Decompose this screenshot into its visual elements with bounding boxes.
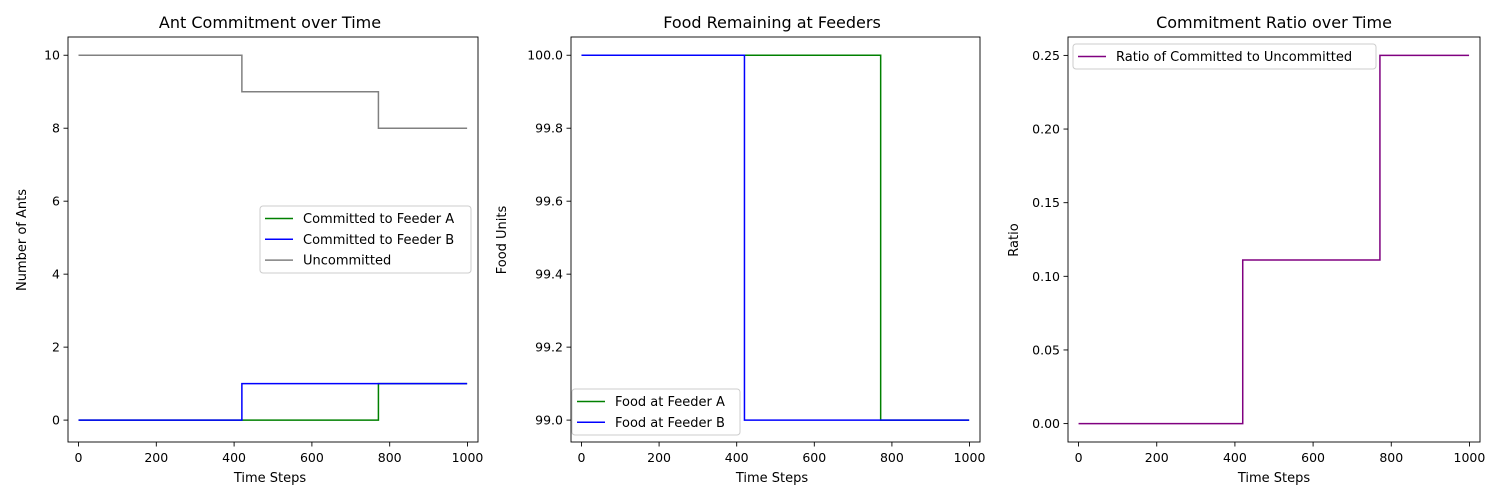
y-tick-label: 99.6 [535,194,563,209]
legend-label: Committed to Feeder B [303,233,454,248]
y-tick-label: 6 [52,194,60,209]
series-line-2 [581,54,970,421]
axes-frame [67,36,479,443]
legend-box [571,388,741,436]
series-lines [78,54,468,421]
y-tick-label: 0 [52,413,60,428]
panel-ant-commitment: Ant Commitment over Time Time Steps Numb… [15,13,483,486]
x-tick-label: 800 [378,450,402,465]
legend-label: Food at Feeder B [615,416,725,431]
y-tick-label: 99.2 [535,340,563,355]
x-tick-label: 400 [725,450,749,465]
x-tick-label: 600 [1301,450,1325,465]
y-tick-label: 99.4 [535,267,563,282]
x-axis-label: Time Steps [735,471,809,486]
axes-frame [1067,36,1481,443]
legend-box [1072,43,1377,70]
panel-title: Food Remaining at Feeders [663,13,881,32]
legend-label: Food at Feeder A [615,395,725,410]
x-tick-label: 1000 [1454,450,1486,465]
y-tick-label: 99.0 [535,413,563,428]
axes-frame [570,36,981,443]
x-tick-label: 200 [647,450,671,465]
x-tick-label: 400 [1223,450,1247,465]
legend: Food at Feeder A Food at Feeder B [571,388,741,436]
x-axis-label: Time Steps [233,471,307,486]
x-tick-label: 200 [1145,450,1169,465]
x-tick-label: 800 [880,450,904,465]
x-tick-label: 400 [222,450,246,465]
y-tick-label: 0.20 [1032,122,1060,137]
panel-title: Commitment Ratio over Time [1156,13,1392,32]
x-tick-label: 0 [75,450,83,465]
y-axis-label: Food Units [495,206,510,275]
x-tick-label: 800 [1379,450,1403,465]
x-tick-label: 200 [144,450,168,465]
legend-label: Committed to Feeder A [303,212,454,227]
y-tick-label: 0.25 [1032,48,1060,63]
legend-label: Uncommitted [303,254,391,269]
y-tick-label: 0.10 [1032,269,1060,284]
x-tick-label: 600 [802,450,826,465]
legend-box [259,205,472,274]
series-line-3 [78,54,468,129]
series-lines [1078,54,1470,425]
y-axis-label: Number of Ants [15,189,30,291]
y-axis-label: Ratio [1007,223,1022,256]
y-tick-label: 100.0 [527,48,563,63]
legend: Committed to Feeder A Committed to Feeder… [259,205,472,274]
y-tick-label: 10 [44,48,60,63]
x-tick-label: 0 [1075,450,1083,465]
x-tick-label: 1000 [954,450,986,465]
y-tick-label: 4 [52,267,60,282]
y-tick-label: 0.15 [1032,195,1060,210]
legend-label: Ratio of Committed to Uncommitted [1116,50,1352,65]
y-tick-label: 99.8 [535,121,563,136]
y-tick-label: 8 [52,121,60,136]
series-line-1 [1078,54,1470,425]
legend: Ratio of Committed to Uncommitted [1072,43,1377,70]
x-tick-label: 0 [578,450,586,465]
y-tick-label: 0.05 [1032,342,1060,357]
panel-food-remaining: Food Remaining at Feeders Time Steps Foo… [495,13,985,486]
y-tick-label: 0.00 [1032,416,1060,431]
x-axis-label: Time Steps [1237,471,1311,486]
panel-commitment-ratio: Commitment Ratio over Time Time Steps Ra… [1007,13,1485,486]
x-tick-label: 1000 [452,450,484,465]
panel-title: Ant Commitment over Time [159,13,381,32]
x-tick-label: 600 [300,450,324,465]
series-lines [581,54,970,421]
y-tick-label: 2 [52,340,60,355]
series-line-2 [78,382,468,421]
